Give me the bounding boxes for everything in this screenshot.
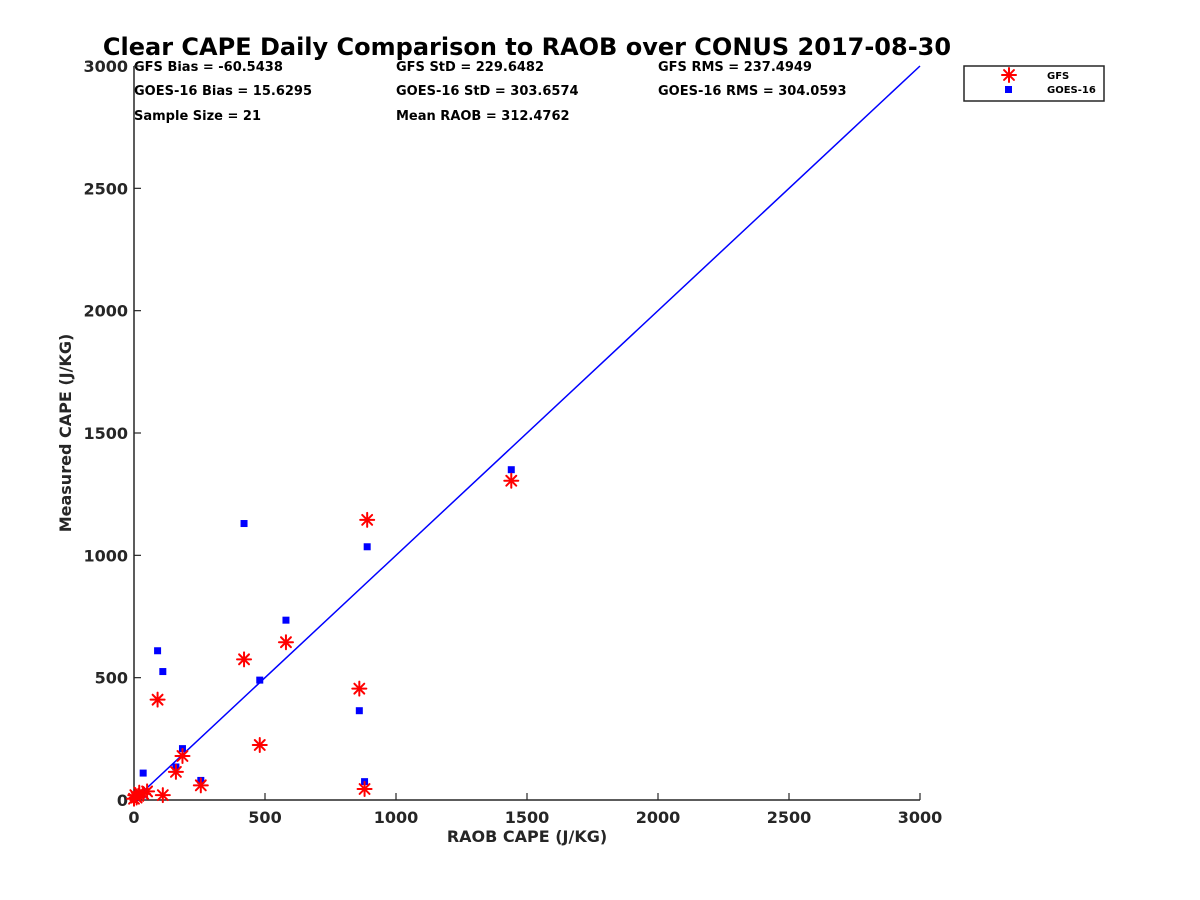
legend-gfs-label: GFS bbox=[1047, 71, 1069, 82]
goes16-point bbox=[363, 543, 371, 551]
y-tick-label: 3000 bbox=[83, 57, 128, 76]
legend-goes16-square-icon bbox=[1005, 86, 1012, 93]
stat-gfs-std: GFS StD = 229.6482 bbox=[396, 60, 544, 75]
x-tick-label: 2500 bbox=[767, 808, 812, 827]
legend-goes16-label: GOES-16 bbox=[1047, 85, 1096, 96]
gfs-point bbox=[192, 777, 209, 794]
stat-goes-rms: GOES-16 RMS = 304.0593 bbox=[658, 84, 847, 99]
stat-mean-raob: Mean RAOB = 312.4762 bbox=[396, 109, 570, 124]
x-tick-label: 1500 bbox=[505, 808, 550, 827]
gfs-point bbox=[359, 511, 376, 528]
x-axis-label: RAOB CAPE (J/KG) bbox=[447, 827, 607, 846]
x-tick-label: 500 bbox=[248, 808, 281, 827]
y-tick-label: 0 bbox=[117, 791, 128, 810]
goes16-point bbox=[256, 676, 264, 684]
goes16-point bbox=[240, 520, 248, 528]
y-tick-label: 500 bbox=[95, 669, 128, 688]
goes16-point bbox=[159, 668, 167, 676]
goes16-point bbox=[282, 616, 290, 624]
y-axis-label: Measured CAPE (J/KG) bbox=[56, 334, 75, 533]
legend-gfs-asterisk bbox=[1001, 67, 1017, 83]
stat-goes-std: GOES-16 StD = 303.6574 bbox=[396, 84, 579, 99]
stat-gfs-bias: GFS Bias = -60.5438 bbox=[134, 60, 283, 75]
y-tick-label: 2000 bbox=[83, 302, 128, 321]
x-tick-label: 1000 bbox=[374, 808, 419, 827]
x-tick-label: 0 bbox=[128, 808, 139, 827]
gfs-point bbox=[351, 680, 368, 697]
legend-box bbox=[963, 65, 1105, 102]
x-tick-label: 2000 bbox=[636, 808, 681, 827]
y-tick-label: 1500 bbox=[83, 424, 128, 443]
gfs-point bbox=[174, 747, 191, 764]
gfs-point bbox=[236, 651, 253, 668]
y-axis-ticks: 0 500 1000 1500 2000 2500 3000 bbox=[83, 57, 141, 810]
gfs-point bbox=[277, 634, 294, 651]
chart-title: Clear CAPE Daily Comparison to RAOB over… bbox=[103, 33, 951, 61]
gfs-point bbox=[356, 780, 373, 797]
y-tick-label: 1000 bbox=[83, 546, 128, 565]
goes16-point bbox=[139, 769, 147, 777]
stat-goes-bias: GOES-16 Bias = 15.6295 bbox=[134, 84, 312, 99]
gfs-series bbox=[126, 472, 520, 807]
gfs-point bbox=[503, 472, 520, 489]
statistics-block: GFS Bias = -60.5438 GFS StD = 229.6482 G… bbox=[134, 60, 847, 124]
gfs-point bbox=[139, 783, 156, 800]
legend: GFS GOES-16 bbox=[963, 65, 1105, 102]
stat-gfs-rms: GFS RMS = 237.4949 bbox=[658, 60, 812, 75]
gfs-point bbox=[149, 691, 166, 708]
gfs-point bbox=[167, 763, 184, 780]
goes16-point bbox=[507, 466, 515, 474]
stat-sample-size: Sample Size = 21 bbox=[134, 109, 261, 124]
gfs-point bbox=[251, 736, 268, 753]
y-tick-label: 2500 bbox=[83, 179, 128, 198]
legend-gfs-asterisk-icon bbox=[1001, 67, 1017, 83]
x-tick-label: 3000 bbox=[898, 808, 943, 827]
goes16-point bbox=[154, 647, 162, 655]
gfs-point bbox=[154, 787, 171, 804]
x-axis-ticks: 0 500 1000 1500 2000 2500 3000 bbox=[128, 793, 942, 827]
one-to-one-line bbox=[133, 65, 921, 801]
goes16-point bbox=[355, 707, 363, 715]
